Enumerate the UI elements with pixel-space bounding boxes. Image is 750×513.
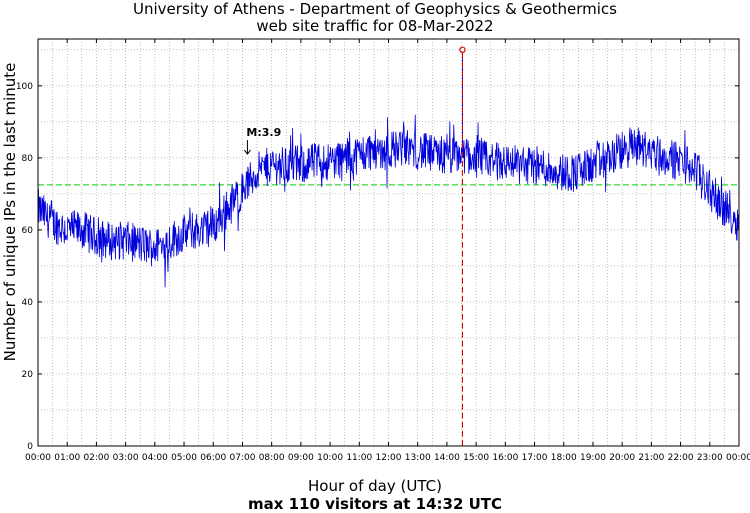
x-tick-label: 06:00 <box>200 453 226 463</box>
x-tick-label: 08:00 <box>259 453 285 463</box>
x-tick-label: 17:00 <box>522 453 548 463</box>
annotation-arrowhead <box>244 149 251 155</box>
y-tick-label: 40 <box>22 298 34 308</box>
x-tick-label: 14:00 <box>434 453 460 463</box>
annotation-label: M:3.9 <box>246 126 281 139</box>
x-tick-label: 09:00 <box>288 453 314 463</box>
y-tick-label: 60 <box>22 226 34 236</box>
max-visitors-note: max 110 visitors at 14:32 UTC <box>247 495 503 513</box>
y-tick-label: 80 <box>22 154 34 164</box>
chart-subtitle: web site traffic for 08-Mar-2022 <box>256 17 494 35</box>
y-tick-label: 20 <box>22 370 34 380</box>
x-tick-label: 07:00 <box>229 453 255 463</box>
annotation: M:3.9 <box>244 126 281 155</box>
y-axis-label: Number of unique IPs in the last minute <box>1 62 19 362</box>
x-tick-label: 18:00 <box>551 453 577 463</box>
grid <box>38 39 739 446</box>
x-axis-label: Hour of day (UTC) <box>308 477 442 495</box>
x-tick-label: 03:00 <box>113 453 139 463</box>
series-line <box>37 114 740 288</box>
series-path <box>37 114 740 288</box>
chart-title: University of Athens - Department of Geo… <box>133 0 617 18</box>
x-tick-label: 19:00 <box>580 453 606 463</box>
y-axis-ticks: 0 20 40 60 80 100 <box>16 82 739 452</box>
x-tick-label: 15:00 <box>463 453 489 463</box>
x-axis-ticks: 00:00 01:00 02:00 03:00 04:00 05:00 06:00 07:00… <box>25 39 750 463</box>
x-tick-label: 20:00 <box>609 453 635 463</box>
x-tick-label: 22:00 <box>668 453 694 463</box>
x-tick-label: 10:00 <box>317 453 343 463</box>
x-tick-label: 00:00 <box>726 453 750 463</box>
x-tick-label: 05:00 <box>171 453 197 463</box>
x-tick-label: 16:00 <box>492 453 518 463</box>
x-tick-label: 01:00 <box>54 453 80 463</box>
x-tick-label: 04:00 <box>142 453 168 463</box>
y-tick-label: 100 <box>16 82 33 92</box>
x-tick-label: 02:00 <box>83 453 109 463</box>
x-tick-label: 13:00 <box>405 453 431 463</box>
x-tick-label: 00:00 <box>25 453 51 463</box>
max-point <box>459 46 466 54</box>
x-tick-label: 21:00 <box>638 453 664 463</box>
x-tick-label: 12:00 <box>376 453 402 463</box>
y-tick-label: 0 <box>27 442 33 452</box>
x-tick-label: 11:00 <box>346 453 372 463</box>
max-marker <box>459 46 466 446</box>
x-tick-label: 23:00 <box>697 453 723 463</box>
